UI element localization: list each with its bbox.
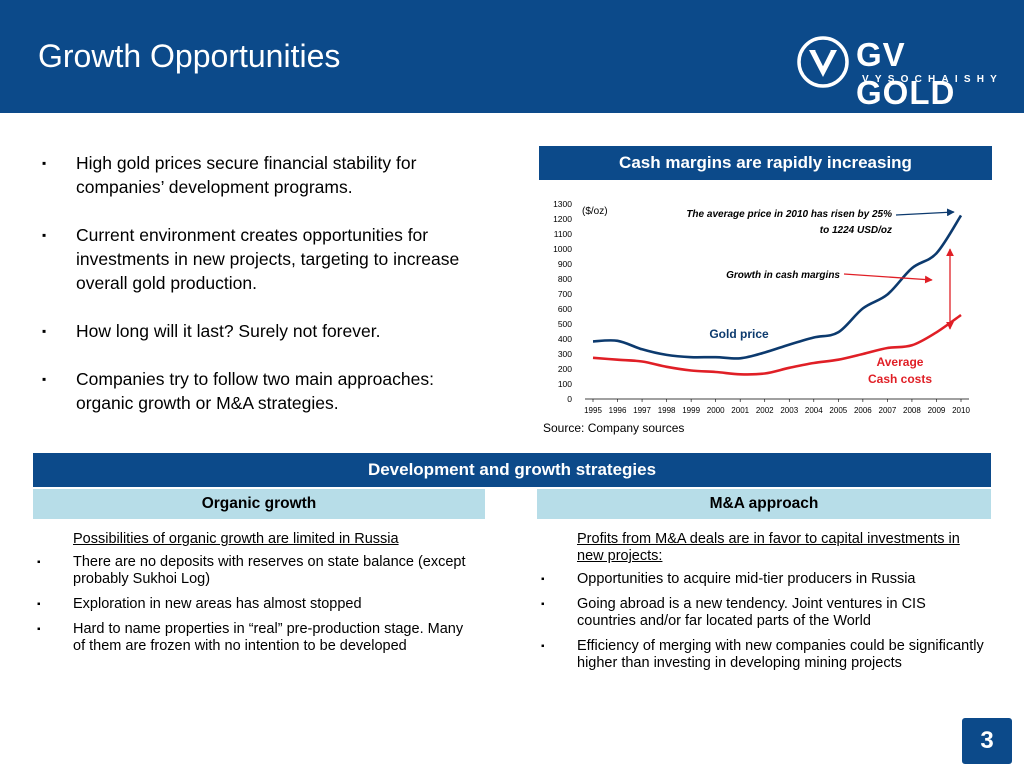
bullet-marker: ▪ [42,324,47,338]
x-tick-label: 2004 [805,406,823,415]
x-tick-label: 1997 [633,406,651,415]
bullet-marker: ▪ [541,574,545,585]
cash-margin-chart: 0 100 200 300 400 500 600 700 800 900 1000 1100 1200… [553,199,970,415]
y-tick-label: 700 [558,289,572,299]
gv-gold-logo: GV GOLD VYSOCHAISHY [796,34,1003,111]
list-item: ▪ Opportunities to acquire mid-tier produ… [541,571,916,587]
x-tick-label: 2002 [756,406,774,415]
y-tick-label: 500 [558,319,572,329]
cash-cost-series-label-line1: Average [877,355,924,369]
bullet-marker: ▪ [37,624,41,635]
page-number: 3 [962,718,1012,764]
key-point: ▪ Current environment creates opportuniti… [42,225,460,293]
list-item: ▪ Hard to name properties in “real” pre-p… [37,621,464,654]
ma-approach-heading: M&A approach [537,489,991,519]
key-points-list: ▪ High gold prices secure financial stabi… [42,151,474,439]
page-title: Growth Opportunities [38,38,341,74]
list-item: ▪ There are no deposits with reserves on … [37,554,466,587]
y-tick-label: 1000 [553,244,572,254]
organic-growth-column: Possibilities of organic growth are limi… [35,531,477,663]
header-bar: Growth Opportunities GV GOLD VYSOCHAISHY [0,0,1024,113]
y-tick-label: 600 [558,304,572,314]
list-item: ▪ Efficiency of merging with new companie… [541,638,984,671]
ma-intro: Profits from M&A deals are in favor to c… [577,531,960,564]
list-item: ▪ Exploration in new areas has almost sto… [37,596,362,612]
y-axis-unit-label: ($/oz) [582,206,608,217]
y-tick-label: 900 [558,259,572,269]
x-tick-label: 2006 [854,406,872,415]
organic-intro: Possibilities of organic growth are limi… [73,531,399,547]
x-tick-label: 1995 [584,406,602,415]
gold-price-series-label: Gold price [709,327,769,341]
strategies-title: Development and growth strategies [33,453,991,487]
margin-annotation-arrow [843,273,933,284]
key-point: ▪ Companies try to follow two main approa… [42,369,434,413]
bullet-marker: ▪ [541,641,545,652]
bullet-marker: ▪ [37,557,41,568]
y-tick-label: 1200 [553,214,572,224]
x-tick-label: 2009 [928,406,946,415]
key-point: ▪ How long will it last? Surely not forev… [42,321,381,341]
chart-source: Source: Company sources [543,421,685,435]
margin-annotation: Growth in cash margins [726,270,840,281]
chart-panel-title: Cash margins are rapidly increasing [539,146,992,180]
y-tick-label: 400 [558,334,572,344]
logo-subtitle: VYSOCHAISHY [862,74,1003,85]
key-point: ▪ High gold prices secure financial stabi… [42,153,417,197]
x-tick-label: 2008 [903,406,921,415]
cash-cost-series-label-line2: Cash costs [868,372,932,386]
organic-growth-heading: Organic growth [33,489,485,519]
x-tick-label: 2005 [829,406,847,415]
price-annotation-line1: The average price in 2010 has risen by 2… [686,209,892,220]
x-tick-label: 1996 [609,406,627,415]
cash-cost-line [592,313,962,376]
x-tick-label: 2003 [780,406,798,415]
bullet-marker: ▪ [37,599,41,610]
bullet-marker: ▪ [42,372,47,386]
price-annotation-arrow [895,208,955,217]
logo-emblem-icon [797,36,849,88]
price-annotation-line2: to 1224 USD/oz [820,225,892,236]
y-tick-label: 0 [567,394,572,404]
logo-name: GV GOLD [856,36,956,111]
y-tick-label: 300 [558,349,572,359]
y-tick-label: 800 [558,274,572,284]
x-tick-label: 2000 [707,406,725,415]
y-tick-label: 100 [558,379,572,389]
y-tick-label: 1100 [554,229,573,239]
y-tick-label: 200 [558,364,572,374]
list-item: ▪ Going abroad is a new tendency. Joint v… [541,596,926,629]
bullet-marker: ▪ [42,228,47,242]
x-tick-label: 2007 [879,406,897,415]
x-tick-label: 1999 [682,406,700,415]
x-tick-label: 2001 [731,406,749,415]
bullet-marker: ▪ [541,599,545,610]
x-tick-label: 2010 [952,406,970,415]
ma-approach-column: Profits from M&A deals are in favor to c… [539,531,985,680]
gold-price-line [592,214,963,360]
y-tick-label: 1300 [553,199,572,209]
bullet-marker: ▪ [42,156,47,170]
x-tick-label: 1998 [658,406,676,415]
